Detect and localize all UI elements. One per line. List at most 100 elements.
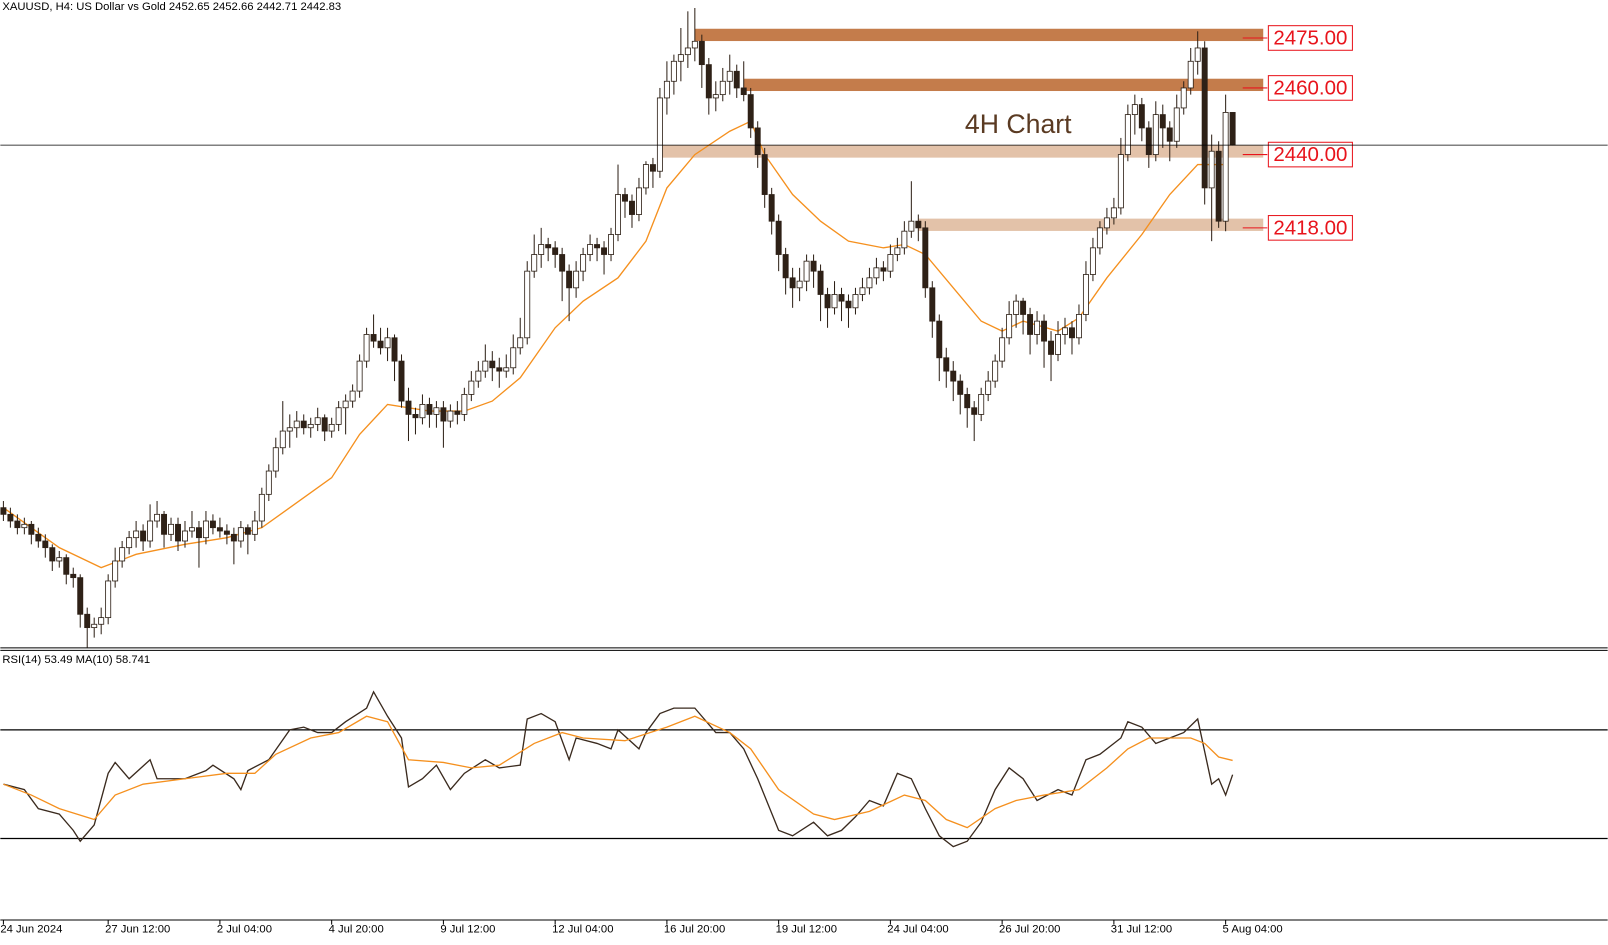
candle-body xyxy=(342,400,349,409)
candle-body xyxy=(461,394,468,415)
candle-body xyxy=(293,420,300,429)
candle-body xyxy=(1096,227,1103,249)
candle-body xyxy=(866,277,873,289)
candle-body xyxy=(321,417,328,432)
candle-body xyxy=(789,277,796,289)
candle-body xyxy=(517,337,524,349)
candle-body xyxy=(1041,320,1048,342)
candle-body xyxy=(370,334,377,342)
candle-body xyxy=(335,407,342,425)
candle-body xyxy=(300,420,307,429)
candle-body xyxy=(747,94,754,129)
candle-body xyxy=(929,287,936,322)
candle-body xyxy=(670,60,677,82)
candle-body xyxy=(356,360,363,392)
candle-body xyxy=(845,300,852,309)
candle-body xyxy=(642,164,649,189)
candle-body xyxy=(384,337,391,349)
candle-body xyxy=(63,557,70,575)
candle-body xyxy=(161,513,168,535)
candle-body xyxy=(189,527,195,532)
candle-body xyxy=(719,80,726,96)
candle-body xyxy=(691,40,698,49)
candle-body xyxy=(14,520,21,529)
candle-body xyxy=(873,267,880,279)
candle-body xyxy=(56,557,63,562)
x-tick-label: 5 Aug 04:00 xyxy=(1223,924,1283,936)
candle-body xyxy=(328,423,335,432)
candle-body xyxy=(726,70,733,82)
candle-body xyxy=(412,413,419,419)
candle-body xyxy=(363,334,370,362)
candle-body xyxy=(1027,314,1034,335)
candle-body xyxy=(70,573,77,579)
candle-body xyxy=(1110,207,1117,219)
candle-body xyxy=(1159,114,1166,129)
candle-body xyxy=(957,380,964,395)
candle-body xyxy=(1006,314,1013,339)
candle-body xyxy=(615,194,621,235)
level-zone xyxy=(743,78,1264,92)
candle-body xyxy=(1089,247,1096,275)
line-series xyxy=(3,715,1233,829)
candle-body xyxy=(1082,274,1089,315)
candle-body xyxy=(566,270,573,289)
candle-body xyxy=(1152,114,1159,155)
x-tick-label: 9 Jul 12:00 xyxy=(440,924,495,936)
candle-body xyxy=(775,220,782,255)
candle-body xyxy=(712,94,719,99)
candle-body xyxy=(754,127,761,155)
candle-body xyxy=(147,520,154,542)
x-tick-label: 26 Jul 20:00 xyxy=(999,924,1060,936)
candle-body xyxy=(880,267,887,272)
candle-body xyxy=(796,280,803,289)
candle-body xyxy=(426,404,433,415)
candle-body xyxy=(133,530,140,539)
candle-body xyxy=(440,407,447,422)
candle-body xyxy=(831,294,838,309)
candle-body xyxy=(950,370,957,382)
x-tick-label: 31 Jul 12:00 xyxy=(1111,924,1172,936)
candle-body xyxy=(782,254,789,279)
candle-body xyxy=(503,367,510,372)
candle-body xyxy=(768,194,775,222)
candle-body xyxy=(1180,87,1187,109)
candle-body xyxy=(77,577,84,615)
chart-title: XAUUSD, H4: US Dollar vs Gold 2452.65 24… xyxy=(2,1,341,13)
candle-body xyxy=(803,260,810,282)
candle-body xyxy=(1020,300,1027,315)
candle-body xyxy=(91,623,98,629)
candle-body xyxy=(447,410,454,422)
candle-body xyxy=(705,64,712,99)
candle-body xyxy=(42,540,49,549)
candle-body xyxy=(182,530,188,542)
candle-body xyxy=(677,54,684,62)
candle-body xyxy=(601,247,608,255)
x-tick-label: 24 Jul 04:00 xyxy=(887,924,948,936)
candle-body xyxy=(1069,327,1075,339)
candle-body xyxy=(223,530,230,535)
level-zone xyxy=(659,145,1264,158)
candle-body xyxy=(1201,47,1208,189)
candle-body xyxy=(580,254,587,272)
candle-body xyxy=(272,447,279,472)
candle-body xyxy=(817,270,824,295)
candle-body xyxy=(964,394,971,409)
candle-body xyxy=(635,187,642,215)
x-tick-label: 24 Jun 2024 xyxy=(0,924,62,936)
annotation: 4H Chart xyxy=(965,109,1072,139)
x-tick-label: 16 Jul 20:00 xyxy=(664,924,725,936)
candle-body xyxy=(1075,314,1082,339)
candle-body xyxy=(307,423,314,429)
candle-body xyxy=(405,400,412,415)
candle-body xyxy=(587,244,594,255)
candle-body xyxy=(1194,47,1201,62)
candle-body xyxy=(244,527,251,535)
candle-body xyxy=(216,527,223,532)
candle-body xyxy=(1034,320,1041,335)
candle-body xyxy=(852,294,859,309)
candle-body xyxy=(1062,327,1068,335)
candle-body xyxy=(202,520,209,539)
level-label-box xyxy=(1267,75,1353,101)
